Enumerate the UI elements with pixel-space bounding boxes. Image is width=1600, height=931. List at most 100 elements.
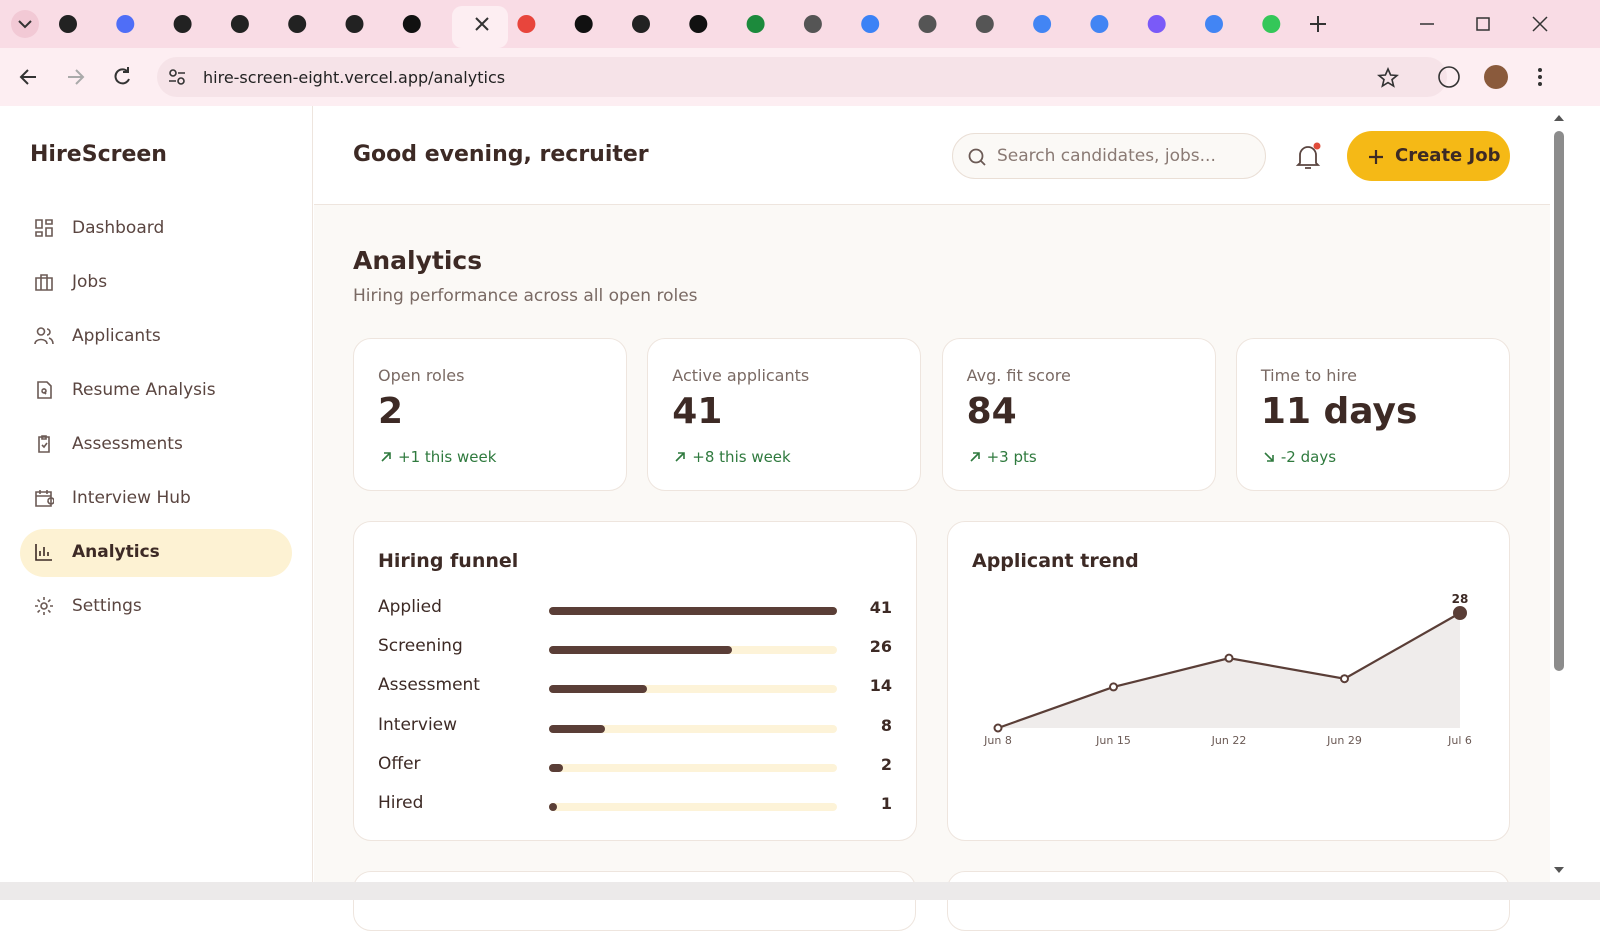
nav-icon xyxy=(37,381,52,399)
toolbar-right[interactable] xyxy=(1435,62,1600,92)
search-box[interactable]: Search candidates, jobs... xyxy=(952,133,1266,179)
trend-point xyxy=(1340,674,1349,684)
stat-card: Open roles 2 +1 this week xyxy=(353,338,627,491)
create-job-button[interactable]: Create Job xyxy=(1347,131,1510,181)
nav-item[interactable]: Jobs xyxy=(20,259,292,307)
tab-icon[interactable] xyxy=(918,15,937,33)
stage-name: Assessment xyxy=(378,675,480,696)
tab-icon[interactable] xyxy=(746,15,765,33)
tab-icon[interactable] xyxy=(517,15,536,33)
address-bar[interactable]: hire-screen-eight.vercel.app/analytics xyxy=(157,57,1447,97)
nav-item[interactable]: Assessments xyxy=(20,421,292,469)
trend-chart: Jun 8 Jun 15 Jun 22 Jun 29 Jul 6 28 xyxy=(983,592,1472,747)
bookmark-star[interactable] xyxy=(1377,67,1399,89)
stat-delta: +1 this week xyxy=(398,448,497,466)
nav-icon-path xyxy=(34,327,54,345)
stat-value: 84 xyxy=(966,391,1017,432)
nav-buttons[interactable] xyxy=(0,48,160,106)
tab-icon[interactable] xyxy=(574,15,593,33)
stage-bar xyxy=(549,646,732,655)
tab-icon[interactable] xyxy=(803,15,822,33)
stage-track xyxy=(549,607,837,615)
nav-icon-path xyxy=(35,219,53,237)
trend-point xyxy=(1453,606,1467,620)
nav-icon-path xyxy=(35,490,54,507)
stage-bar xyxy=(549,763,564,772)
trend-area xyxy=(998,613,1460,728)
stage-track xyxy=(549,685,837,694)
trend-title: Applicant trend xyxy=(972,550,1139,572)
stat-card: Avg. fit score 84 +3 pts xyxy=(941,338,1216,491)
trend-arrow-path xyxy=(1264,452,1274,462)
tab-icon[interactable] xyxy=(116,15,135,33)
tab-icon[interactable] xyxy=(1033,15,1052,33)
nav-icon xyxy=(35,597,53,615)
stage-track xyxy=(549,646,837,655)
nav-icon xyxy=(35,544,52,561)
nav-item[interactable]: Resume Analysis xyxy=(20,367,292,415)
stage-name: Interview xyxy=(378,714,458,735)
point-label: 28 xyxy=(1452,592,1469,606)
nav-icon xyxy=(34,327,54,345)
trend-arrow-path xyxy=(381,452,391,462)
trend-point xyxy=(993,723,1003,733)
notifications[interactable] xyxy=(1294,142,1322,172)
nav-item[interactable]: Interview Hub xyxy=(20,475,292,523)
tab-icon[interactable] xyxy=(689,15,708,33)
tab-strip xyxy=(0,0,1600,48)
x-tick-label: Jun 15 xyxy=(1095,734,1131,747)
tab-icon[interactable] xyxy=(1090,15,1109,33)
tab-icon[interactable] xyxy=(1262,15,1281,33)
stage-bar xyxy=(549,607,837,615)
nav-label: Dashboard xyxy=(72,218,165,238)
nav-label: Resume Analysis xyxy=(72,380,216,400)
stage-bar xyxy=(549,803,557,811)
stat-delta: +3 pts xyxy=(986,448,1037,466)
nav-item[interactable]: Dashboard xyxy=(20,205,292,253)
tab-icon[interactable] xyxy=(632,15,650,33)
stage-bar xyxy=(549,724,606,733)
tab-icon[interactable] xyxy=(861,15,880,33)
greeting: Good evening, recruiter xyxy=(353,142,649,167)
scrollbar-track xyxy=(1554,115,1564,873)
funnel-card: Hiring funnel Applied 41 Screening 26 Assessm… xyxy=(353,521,917,841)
tab-icon[interactable] xyxy=(288,15,307,33)
tab-icon[interactable] xyxy=(1147,15,1166,33)
nav-item[interactable]: Analytics xyxy=(20,529,292,577)
stat-delta: +8 this week xyxy=(692,448,791,466)
tab-icon[interactable] xyxy=(402,15,421,33)
sidebar: HireScreen Dashboard Jobs Applicants Resume… xyxy=(0,106,313,900)
nav-label: Jobs xyxy=(72,272,108,292)
x-tick-label: Jun 22 xyxy=(1211,734,1247,747)
brand[interactable]: HireScreen xyxy=(30,142,167,167)
stat-value: 2 xyxy=(378,391,404,432)
nav-icon-path xyxy=(35,544,52,561)
stage-value: 41 xyxy=(869,598,892,617)
tab-icon[interactable] xyxy=(345,15,364,33)
nav-icon-path xyxy=(35,597,53,615)
trend-arrow xyxy=(381,452,391,462)
stage-track xyxy=(549,803,837,811)
tab-icon[interactable] xyxy=(230,15,249,33)
tab-icon[interactable] xyxy=(975,15,994,33)
tab-icon[interactable] xyxy=(1205,15,1223,33)
scrollbar[interactable] xyxy=(1550,106,1568,882)
nav-icon xyxy=(35,490,54,507)
stage-name: Applied xyxy=(378,597,442,617)
site-info-icon xyxy=(169,69,185,85)
plus-icon xyxy=(1369,150,1383,164)
nav-label: Interview Hub xyxy=(72,488,191,508)
window-bottom xyxy=(0,882,1600,900)
search-icon xyxy=(968,148,986,166)
trend-arrow xyxy=(1264,452,1274,462)
stat-card: Time to hire 11 days -2 days xyxy=(1235,338,1510,491)
tab-icon[interactable] xyxy=(173,15,192,33)
trend-point xyxy=(1109,682,1118,692)
stage-bar xyxy=(549,685,648,694)
tab-icon[interactable] xyxy=(59,15,77,33)
nav-item[interactable]: Settings xyxy=(20,583,292,631)
trend-arrow xyxy=(970,452,980,462)
nav-item[interactable]: Applicants xyxy=(20,313,292,361)
nav-icon-path xyxy=(38,435,50,453)
